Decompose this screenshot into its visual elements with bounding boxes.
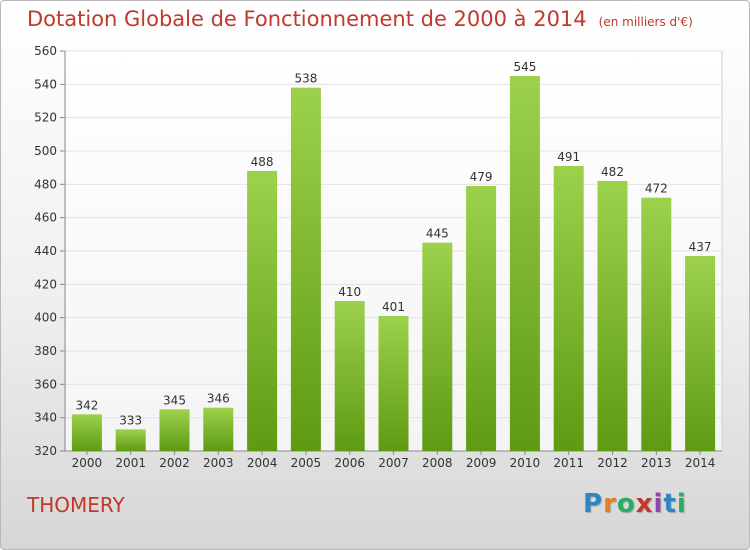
unit-note: (en milliers d'€) (598, 15, 693, 29)
x-tick-label: 2013 (641, 456, 672, 470)
x-tick-label: 2006 (334, 456, 365, 470)
bar (247, 171, 278, 451)
bar-value-label: 410 (338, 285, 361, 299)
y-tick-label: 440 (34, 244, 57, 258)
logo-letter: r (603, 489, 617, 519)
bar-value-label: 482 (601, 165, 624, 179)
bar-value-label: 479 (470, 170, 493, 184)
title-text: Dotation Globale de Fonctionnement de 20… (27, 7, 587, 31)
bar-value-label: 437 (689, 240, 712, 254)
x-tick-label: 2004 (247, 456, 278, 470)
logo-letter: i (653, 489, 664, 519)
bar-value-label: 445 (426, 227, 449, 241)
y-tick-label: 360 (34, 377, 57, 391)
proxiti-logo: Proxiti (583, 489, 687, 519)
place-name: THOMERY (27, 493, 125, 517)
bar (378, 316, 409, 451)
bar (203, 407, 234, 451)
x-tick-label: 2003 (203, 456, 234, 470)
y-tick-label: 540 (34, 77, 57, 91)
bar (422, 242, 453, 451)
bar-value-label: 472 (645, 182, 668, 196)
logo-letter: x (635, 489, 654, 519)
logo-letter: t (663, 489, 677, 519)
chart-title: Dotation Globale de Fonctionnement de 20… (27, 7, 693, 31)
bar (334, 301, 365, 451)
bar-value-label: 488 (251, 155, 274, 169)
bar-value-label: 345 (163, 393, 186, 407)
x-tick-label: 2009 (466, 456, 497, 470)
bar (71, 414, 102, 451)
y-tick-label: 460 (34, 211, 57, 225)
bar (553, 166, 584, 451)
bar (597, 181, 628, 451)
y-tick-label: 560 (34, 44, 57, 58)
bar (115, 429, 146, 451)
y-tick-label: 400 (34, 311, 57, 325)
x-tick-label: 2011 (553, 456, 584, 470)
x-tick-label: 2007 (378, 456, 409, 470)
bar-value-label: 545 (513, 60, 536, 74)
x-tick-label: 2014 (685, 456, 716, 470)
x-tick-label: 2012 (597, 456, 628, 470)
logo-letter: P (583, 489, 604, 519)
bar (641, 197, 672, 451)
y-tick-label: 480 (34, 177, 57, 191)
y-tick-label: 420 (34, 277, 57, 291)
x-tick-label: 2008 (422, 456, 453, 470)
bar-value-label: 342 (75, 398, 98, 412)
bar-value-label: 401 (382, 300, 405, 314)
bar (685, 256, 716, 451)
bar (290, 87, 321, 452)
x-tick-label: 2000 (72, 456, 103, 470)
y-tick-label: 380 (34, 344, 57, 358)
y-tick-label: 320 (34, 444, 57, 458)
x-tick-label: 2001 (115, 456, 146, 470)
x-tick-label: 2010 (510, 456, 541, 470)
x-tick-label: 2005 (291, 456, 322, 470)
bar (159, 409, 190, 451)
bar-value-label: 538 (294, 72, 317, 86)
y-tick-label: 520 (34, 111, 57, 125)
y-tick-label: 500 (34, 144, 57, 158)
bar-value-label: 346 (207, 392, 230, 406)
bar (466, 186, 497, 451)
bar-value-label: 491 (557, 150, 580, 164)
logo-letter: o (616, 489, 636, 519)
bar (509, 76, 540, 451)
logo-letter: i (676, 489, 687, 519)
x-tick-label: 2002 (159, 456, 190, 470)
bar-value-label: 333 (119, 413, 142, 427)
y-tick-label: 340 (34, 411, 57, 425)
